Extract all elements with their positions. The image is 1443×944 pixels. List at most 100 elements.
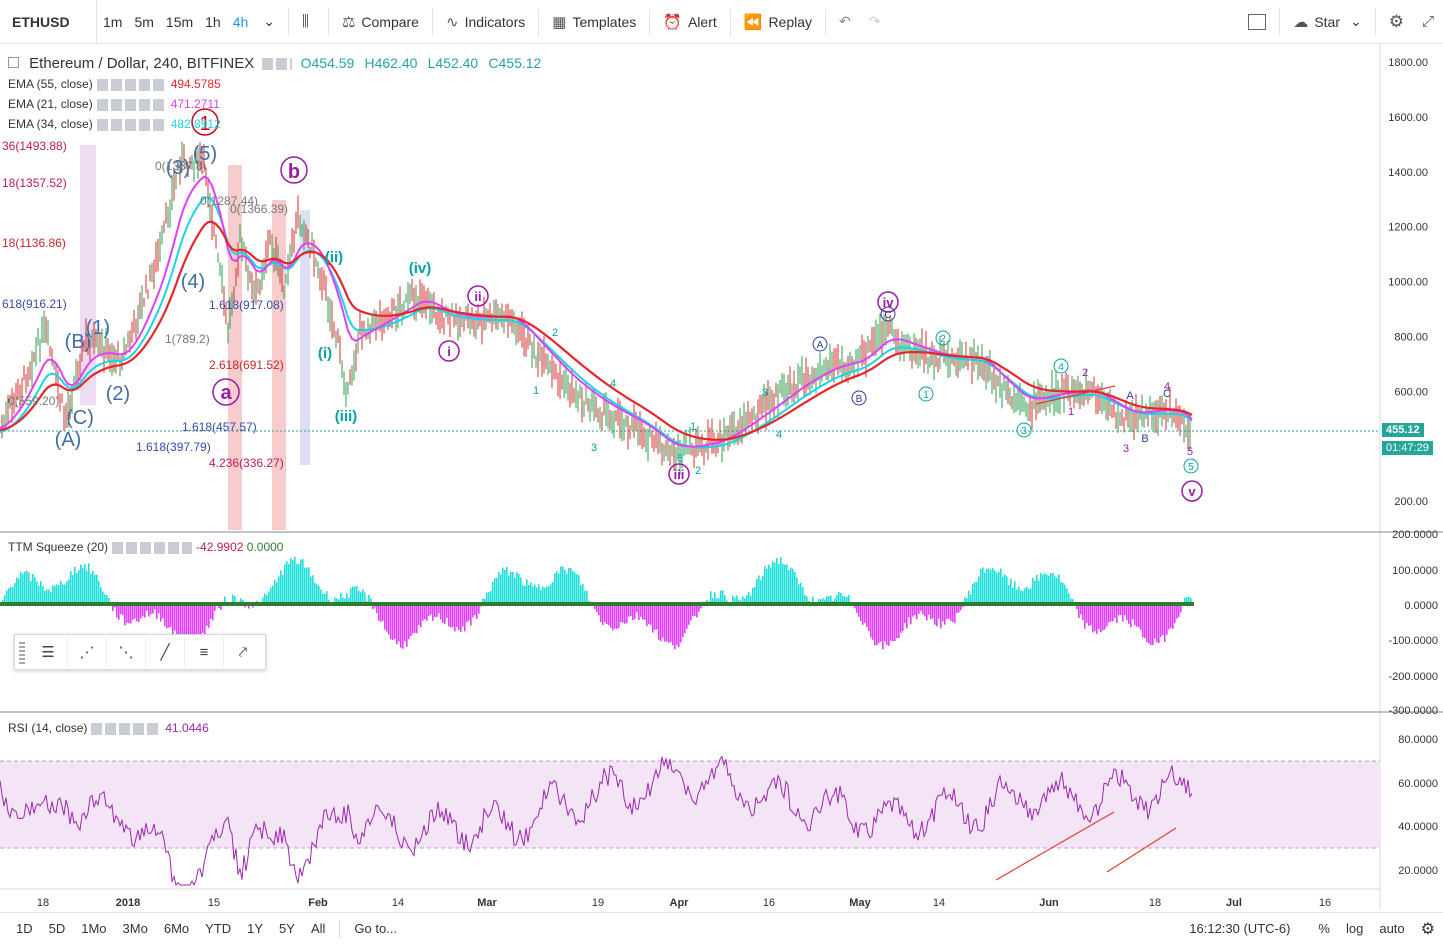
- interval-4h[interactable]: 4h: [227, 0, 255, 43]
- squeeze-bar: [890, 604, 892, 641]
- squeeze-bar: [350, 588, 352, 604]
- squeeze-bar: [1154, 604, 1156, 638]
- squeeze-bar: [286, 561, 288, 604]
- replay-icon: ⏪: [744, 13, 763, 31]
- elliott-correction-icon[interactable]: ⋱: [107, 637, 146, 667]
- time-axis-label: Jul: [1226, 897, 1242, 909]
- squeeze-bar: [278, 576, 280, 604]
- squeeze-bar: [1028, 589, 1030, 604]
- range-6mo[interactable]: 6Mo: [156, 921, 197, 936]
- range-5d[interactable]: 5D: [41, 921, 74, 936]
- percent-toggle[interactable]: %: [1310, 921, 1338, 936]
- undo-button[interactable]: ↶: [830, 0, 860, 43]
- wave-label: (iii): [335, 408, 358, 425]
- squeeze-bar: [946, 604, 948, 619]
- ema21-legend[interactable]: EMA (21, close)471.2711: [8, 97, 220, 111]
- ema34-legend[interactable]: EMA (34, close)482.8912: [8, 117, 221, 131]
- collapse-icon[interactable]: [8, 57, 19, 68]
- squeeze-bar: [658, 604, 660, 640]
- range-5y[interactable]: 5Y: [271, 921, 303, 936]
- templates-button[interactable]: ▦Templates: [543, 0, 645, 43]
- squeeze-bar: [778, 564, 780, 604]
- squeeze-bar: [494, 578, 496, 604]
- path-icon[interactable]: ⤤: [224, 637, 262, 667]
- legend-buttons[interactable]: [262, 58, 292, 70]
- interval-15m[interactable]: 15m: [160, 0, 199, 43]
- star-button[interactable]: ☁Star⌄: [1284, 0, 1370, 43]
- squeeze-bar: [772, 561, 774, 604]
- legend-buttons[interactable]: [97, 119, 167, 131]
- squeeze-bar: [1002, 577, 1004, 604]
- symbol-search[interactable]: ETHUSD: [0, 0, 97, 43]
- redo-button[interactable]: ↷: [860, 0, 890, 43]
- squeeze-bar: [422, 604, 424, 621]
- fib-retracement-icon[interactable]: ≡: [185, 637, 224, 667]
- squeeze-bar: [530, 582, 532, 604]
- range-1y[interactable]: 1Y: [239, 921, 271, 936]
- squeeze-bar: [22, 574, 24, 604]
- squeeze-bar: [766, 569, 768, 604]
- gear-icon[interactable]: ⚙: [1413, 919, 1443, 939]
- interval-5m[interactable]: 5m: [128, 0, 159, 43]
- range-1d[interactable]: 1D: [8, 921, 41, 936]
- squeeze-bar: [28, 572, 30, 604]
- fullscreen-toggle[interactable]: [1239, 0, 1275, 43]
- chart-type-button[interactable]: ⫼: [293, 0, 324, 43]
- range-ytd[interactable]: YTD: [197, 921, 239, 936]
- legend-buttons[interactable]: [97, 99, 167, 111]
- squeeze-bar: [642, 604, 644, 620]
- legend-buttons[interactable]: [112, 542, 192, 554]
- wave-label: C: [1163, 388, 1171, 400]
- range-1mo[interactable]: 1Mo: [73, 921, 114, 936]
- auto-toggle[interactable]: auto: [1371, 921, 1412, 936]
- squeeze-bar: [754, 587, 756, 604]
- elliott-impulse-icon[interactable]: ⋰: [68, 637, 107, 667]
- goto-button[interactable]: Go to...: [346, 921, 405, 936]
- squeeze-bar: [1140, 604, 1142, 630]
- drag-handle-icon[interactable]: [19, 640, 25, 664]
- squeeze-bar: [140, 604, 142, 618]
- ema55-legend[interactable]: EMA (55, close)494.5785: [8, 77, 221, 91]
- squeeze-bar: [690, 604, 692, 621]
- squeeze-bar: [6, 590, 8, 604]
- squeeze-bar: [634, 604, 636, 619]
- squeeze-bar: [522, 585, 524, 604]
- squeeze-bar: [138, 604, 140, 622]
- compare-button[interactable]: ⚖Compare: [333, 0, 428, 43]
- squeeze-bar: [1056, 578, 1058, 604]
- legend-buttons[interactable]: [97, 79, 167, 91]
- squeeze-bar: [310, 577, 312, 604]
- open-value: O454.59: [301, 55, 355, 71]
- interval-1m[interactable]: 1m: [97, 0, 128, 43]
- alert-button[interactable]: ⏰Alert: [654, 0, 725, 43]
- main-legend: Ethereum / Dollar, 240, BITFINEX O454.59…: [8, 55, 541, 72]
- log-toggle[interactable]: log: [1338, 921, 1371, 936]
- squeeze-bar: [608, 604, 610, 625]
- interval-1h[interactable]: 1h: [199, 0, 227, 43]
- squeeze-bar: [758, 575, 760, 604]
- chart-canvas[interactable]: 1800.001600.001400.001200.001000.00800.0…: [0, 44, 1443, 910]
- rsi-legend[interactable]: RSI (14, close)41.0446: [8, 721, 209, 735]
- clock[interactable]: 16:12:30 (UTC-6): [1181, 921, 1298, 936]
- range-3mo[interactable]: 3Mo: [115, 921, 156, 936]
- legend-buttons[interactable]: [91, 723, 161, 735]
- wave-label: (C): [66, 407, 94, 429]
- indicators-button[interactable]: ∿Indicators: [437, 0, 534, 43]
- squeeze-bar: [910, 604, 912, 624]
- menu-icon[interactable]: ☰: [29, 637, 68, 667]
- squeeze-bar: [156, 604, 158, 619]
- squeeze-bar: [994, 571, 996, 604]
- ttm-legend[interactable]: TTM Squeeze (20)-42.9902 0.0000: [8, 540, 283, 554]
- replay-button[interactable]: ⏪Replay: [735, 0, 821, 43]
- trendline-icon[interactable]: ╱: [146, 637, 185, 667]
- expand-button[interactable]: ⤢: [1413, 0, 1443, 43]
- squeeze-bar: [274, 580, 276, 604]
- range-all[interactable]: All: [303, 921, 333, 936]
- squeeze-bar: [1000, 569, 1002, 604]
- squeeze-bar: [418, 604, 420, 625]
- settings-button[interactable]: ⚙: [1380, 0, 1413, 43]
- interval-dropdown[interactable]: ⌄: [254, 0, 284, 43]
- squeeze-bar: [1162, 604, 1164, 635]
- squeeze-bar: [92, 571, 94, 604]
